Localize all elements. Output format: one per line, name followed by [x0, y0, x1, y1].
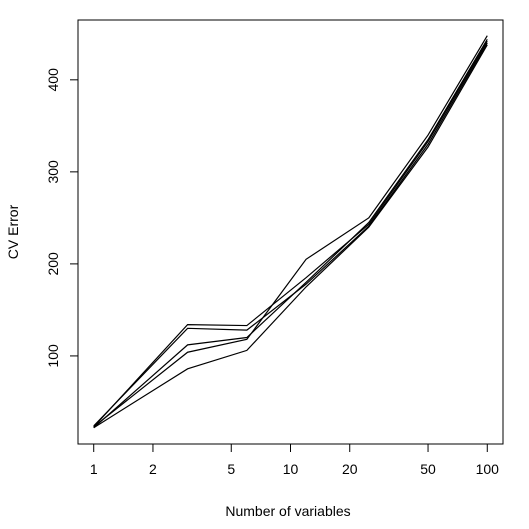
x-tick-label: 50 — [420, 461, 436, 477]
x-tick-label: 100 — [476, 461, 500, 477]
series-line — [93, 35, 488, 428]
y-tick-label: 100 — [45, 344, 61, 368]
y-tick-label: 400 — [45, 68, 61, 92]
x-axis-label: Number of variables — [225, 503, 350, 519]
x-tick-label: 1 — [90, 461, 98, 477]
plot-box — [77, 19, 504, 445]
x-tick-label: 5 — [227, 461, 235, 477]
series-line — [93, 42, 488, 427]
series-line — [93, 44, 488, 429]
series-line — [93, 40, 488, 428]
y-tick-label: 300 — [45, 160, 61, 184]
y-tick-label: 200 — [45, 252, 61, 276]
x-tick-label: 20 — [342, 461, 358, 477]
y-axis-label: CV Error — [5, 204, 21, 259]
series-line — [93, 39, 488, 429]
x-tick-label: 2 — [149, 461, 157, 477]
x-tick-label: 10 — [283, 461, 299, 477]
